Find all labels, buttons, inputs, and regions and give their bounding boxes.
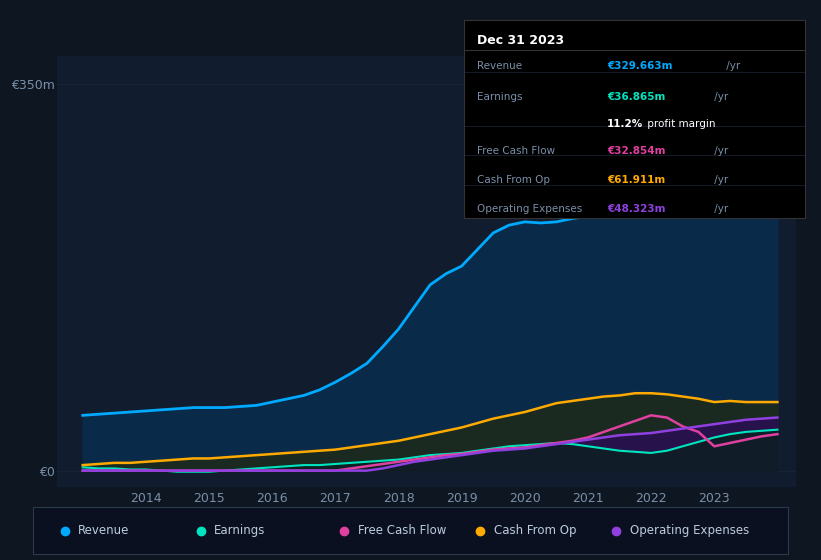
Text: Free Cash Flow: Free Cash Flow <box>478 146 556 156</box>
Text: Revenue: Revenue <box>78 524 130 537</box>
Text: Cash From Op: Cash From Op <box>493 524 576 537</box>
Text: €36.865m: €36.865m <box>607 92 665 102</box>
Text: €61.911m: €61.911m <box>607 175 665 185</box>
Text: Free Cash Flow: Free Cash Flow <box>358 524 446 537</box>
Text: Operating Expenses: Operating Expenses <box>478 204 583 214</box>
Text: €32.854m: €32.854m <box>607 146 666 156</box>
Text: Dec 31 2023: Dec 31 2023 <box>478 34 565 46</box>
Text: /yr: /yr <box>710 175 727 185</box>
Text: Earnings: Earnings <box>214 524 265 537</box>
Text: /yr: /yr <box>710 146 727 156</box>
Text: /yr: /yr <box>723 62 741 71</box>
Text: Cash From Op: Cash From Op <box>478 175 551 185</box>
Text: €329.663m: €329.663m <box>607 62 672 71</box>
Text: 11.2%: 11.2% <box>607 119 643 129</box>
Text: profit margin: profit margin <box>644 119 716 129</box>
Text: /yr: /yr <box>710 204 727 214</box>
Text: Revenue: Revenue <box>478 62 523 71</box>
Text: €48.323m: €48.323m <box>607 204 666 214</box>
Text: Operating Expenses: Operating Expenses <box>630 524 749 537</box>
Text: /yr: /yr <box>710 92 727 102</box>
Text: Earnings: Earnings <box>478 92 523 102</box>
